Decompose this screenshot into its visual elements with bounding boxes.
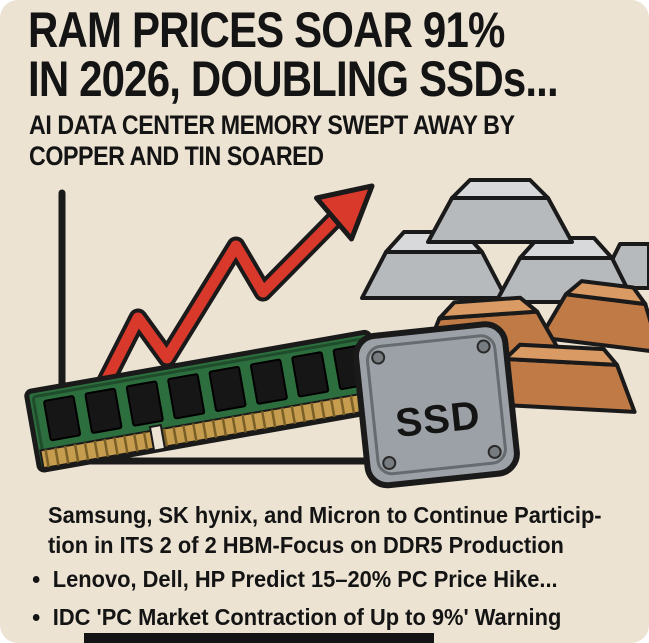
tin-ingot-top bbox=[450, 178, 550, 200]
footer-paragraph-line2: tion in ITS 2 of 2 HBM-Focus on DDR5 Pro… bbox=[48, 532, 564, 558]
bullet-list: Lenovo, Dell, HP Predict 15–20% PC Price… bbox=[30, 566, 562, 642]
tin-ingot-face bbox=[426, 196, 574, 244]
ram-chip bbox=[291, 351, 330, 398]
bullet-item-pc-price-hike: Lenovo, Dell, HP Predict 15–20% PC Price… bbox=[53, 566, 562, 593]
tin-ingot-left bbox=[360, 230, 508, 300]
ram-chip bbox=[84, 387, 123, 434]
trend-arrowhead bbox=[314, 183, 375, 242]
ssd-drive: SSD bbox=[352, 321, 520, 489]
ssd-screw-icon bbox=[382, 455, 397, 470]
trend-arrow-line bbox=[76, 214, 340, 434]
headline-line1: RAM PRICES SOAR 91% bbox=[28, 2, 505, 58]
subheadline-line1: AI DATA CENTER MEMORY SWEPT AWAY BY bbox=[29, 110, 515, 140]
bullet-item-pc-market-warning: IDC 'PC Market Contraction of Up to 9%' … bbox=[53, 604, 562, 631]
tin-ingot-face bbox=[360, 250, 508, 300]
ssd-screw-icon bbox=[476, 339, 491, 354]
ssd-screw-icon bbox=[371, 350, 386, 365]
copper-ingot-top bbox=[503, 342, 619, 367]
ram-chip bbox=[249, 358, 288, 405]
illustration: SSD bbox=[24, 178, 649, 489]
cutoff-text-bar bbox=[84, 633, 434, 643]
copper-ingot-top bbox=[563, 279, 648, 307]
ram-chip bbox=[208, 365, 247, 412]
ssd-screw-icon bbox=[487, 444, 502, 459]
copper-ingot-upper bbox=[538, 279, 649, 355]
footer-paragraph-line1: Samsung, SK hynix, and Micron to Continu… bbox=[48, 502, 602, 528]
ssd-label: SSD bbox=[393, 393, 482, 446]
ram-chip bbox=[125, 380, 164, 427]
trend-arrow bbox=[72, 183, 375, 438]
ram-chip bbox=[43, 395, 82, 442]
subheadline-line2: COPPER AND TIN SOARED bbox=[29, 141, 324, 171]
tin-ingot-top-stack bbox=[426, 178, 574, 244]
ssd-case-inner-line bbox=[365, 334, 507, 476]
copper-ingot-top bbox=[437, 295, 540, 321]
ram-chip bbox=[167, 373, 206, 420]
ram-key-notch bbox=[148, 423, 167, 452]
ram-module bbox=[24, 329, 385, 473]
headline-line2: IN 2026, DOUBLING SSDs... bbox=[28, 51, 559, 107]
ssd-case bbox=[352, 321, 520, 489]
copper-ingot-lower bbox=[480, 342, 637, 414]
